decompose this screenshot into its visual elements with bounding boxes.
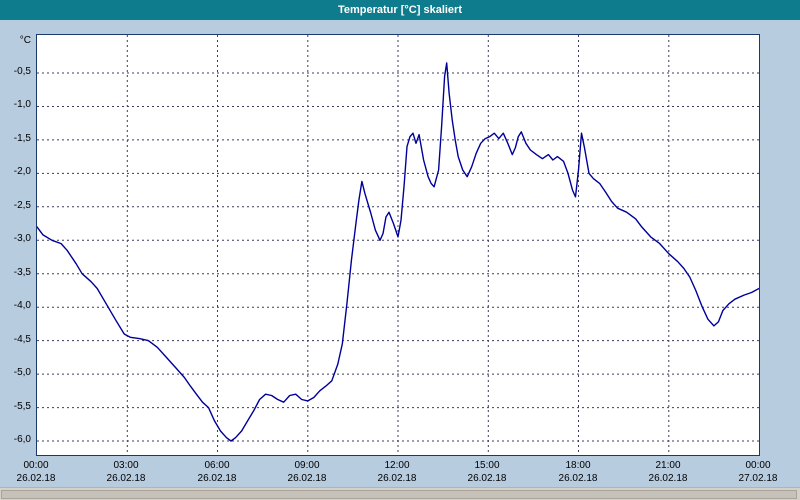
- x-axis-tick-labels: 00:00 26.02.18 03:00 26.02.18 06:00 26.02.18 0…: [17, 459, 778, 487]
- x-tick-date: 26.02.18: [467, 473, 507, 484]
- x-tick-label: 12:00 26.02.18: [362, 459, 432, 485]
- y-tick-label: -5,0: [13, 367, 31, 378]
- y-tick-label: -3,0: [13, 233, 31, 244]
- y-tick-label: -3,5: [13, 267, 31, 278]
- x-tick-time: 00:00: [745, 460, 771, 471]
- x-tick-date: 26.02.18: [197, 473, 237, 484]
- y-tick-label: -1,0: [13, 99, 31, 110]
- window-titlebar[interactable]: Temperatur [°C] skaliert: [0, 0, 800, 20]
- x-tick-time: 09:00: [294, 460, 320, 471]
- y-axis: °C -0,5 -1,0 -1,5 -2,0 -2,5 -3,0 -3,5 -4,0 -4,5 -…: [0, 34, 33, 455]
- horizontal-scrollbar[interactable]: [0, 487, 800, 500]
- x-tick-time: 12:00: [384, 460, 410, 471]
- x-tick-time: 15:00: [474, 460, 500, 471]
- x-tick-date: 26.02.18: [106, 473, 146, 484]
- x-tick-time: 21:00: [655, 460, 681, 471]
- y-tick-label: -6,0: [13, 434, 31, 445]
- x-tick-date: 27.02.18: [738, 473, 778, 484]
- x-tick-label: 09:00 26.02.18: [272, 459, 342, 485]
- y-tick-label: -2,5: [13, 200, 31, 211]
- y-tick-label: -4,5: [13, 334, 31, 345]
- scrollbar-thumb[interactable]: [1, 490, 797, 499]
- y-axis-unit-label: °C: [19, 35, 31, 46]
- x-tick-label: 03:00 26.02.18: [91, 459, 161, 485]
- plot-area[interactable]: [36, 34, 760, 456]
- temperature-line: [37, 62, 759, 442]
- y-tick-label: -4,0: [13, 300, 31, 311]
- x-tick-label: 18:00 26.02.18: [543, 459, 613, 485]
- y-tick-label: -0,5: [13, 66, 31, 77]
- y-tick-label: -2,0: [13, 166, 31, 177]
- x-tick-time: 18:00: [565, 460, 591, 471]
- x-tick-label: 21:00 26.02.18: [633, 459, 703, 485]
- x-tick-label: 00:00 26.02.18: [1, 459, 71, 485]
- x-tick-label: 06:00 26.02.18: [182, 459, 252, 485]
- x-tick-label: 15:00 26.02.18: [452, 459, 522, 485]
- x-tick-date: 26.02.18: [16, 473, 56, 484]
- y-tick-label: -5,5: [13, 401, 31, 412]
- x-tick-date: 26.02.18: [648, 473, 688, 484]
- x-tick-label: 00:00 27.02.18: [723, 459, 793, 485]
- temperature-chart: [37, 35, 759, 455]
- x-tick-date: 26.02.18: [287, 473, 327, 484]
- window-title: Temperatur [°C] skaliert: [337, 4, 462, 16]
- x-tick-time: 03:00: [113, 460, 139, 471]
- x-tick-time: 00:00: [23, 460, 49, 471]
- x-tick-date: 26.02.18: [377, 473, 417, 484]
- y-tick-label: -1,5: [13, 133, 31, 144]
- x-tick-time: 06:00: [204, 460, 230, 471]
- x-tick-date: 26.02.18: [558, 473, 598, 484]
